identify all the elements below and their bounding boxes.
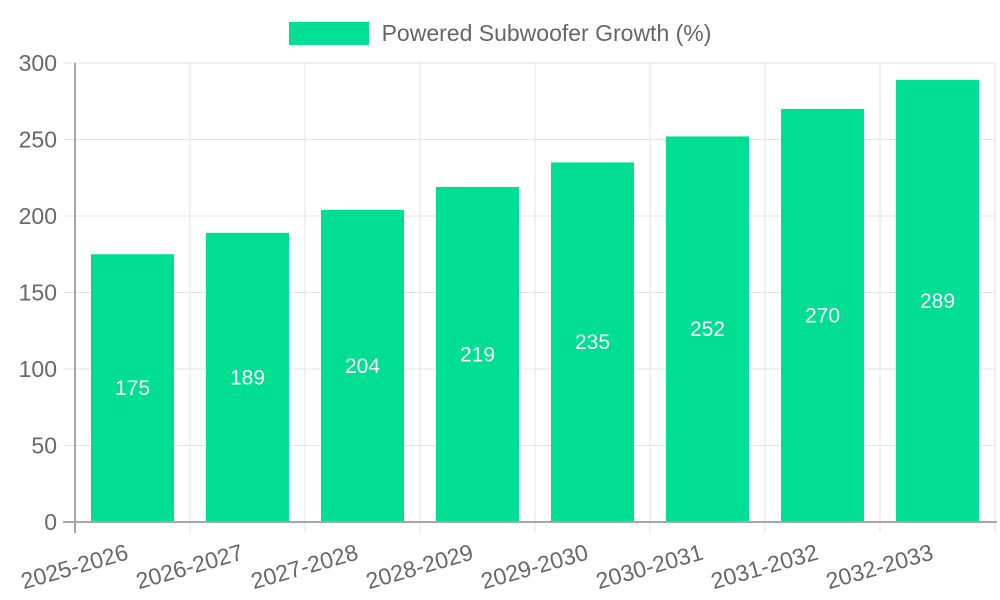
bar-value-label: 219: [460, 343, 495, 366]
x-axis-tick-label: 2028-2029: [363, 539, 476, 594]
x-axis-tick-label: 2027-2028: [248, 539, 361, 594]
bar-2031-2032: [781, 108, 864, 523]
x-axis-tick-label: 2030-2031: [593, 539, 706, 594]
legend-swatch-icon: [288, 21, 369, 45]
bar-2032-2033: [896, 79, 979, 522]
bar-value-label: 189: [230, 366, 265, 389]
legend: Powered Subwoofer Growth (%): [0, 10, 1000, 56]
y-axis-tick-label: 150: [19, 280, 57, 306]
bar-value-label: 252: [690, 318, 725, 341]
x-axis-tick-label: 2025-2026: [18, 539, 131, 594]
bar-2029-2030: [551, 162, 634, 522]
legend-item[interactable]: Powered Subwoofer Growth (%): [288, 19, 712, 46]
y-axis-tick-label: 0: [44, 509, 57, 535]
bar-2027-2028: [321, 209, 404, 522]
bar-value-label: 204: [345, 355, 380, 378]
x-axis-tick-label: 2026-2027: [133, 539, 246, 594]
bar-2028-2029: [436, 186, 519, 522]
y-axis-tick-label: 300: [19, 50, 57, 76]
bar-2025-2026: [91, 254, 174, 522]
x-axis-tick-label: 2031-2032: [708, 539, 821, 594]
y-axis-tick-label: 200: [19, 203, 57, 229]
y-axis-tick-label: 100: [19, 356, 57, 382]
y-axis-tick-label: 50: [31, 433, 57, 459]
bar-value-label: 175: [115, 377, 150, 400]
y-axis-tick-label: 250: [19, 127, 57, 153]
legend-label: Powered Subwoofer Growth (%): [381, 19, 712, 46]
x-axis-tick-label: 2029-2030: [478, 539, 591, 594]
bar-2026-2027: [206, 232, 289, 522]
bar-2030-2031: [666, 136, 749, 522]
x-axis-tick-label: 2032-2033: [823, 539, 936, 594]
bar-value-label: 289: [920, 290, 955, 313]
bar-value-label: 235: [575, 331, 610, 354]
bar-value-label: 270: [805, 304, 840, 327]
